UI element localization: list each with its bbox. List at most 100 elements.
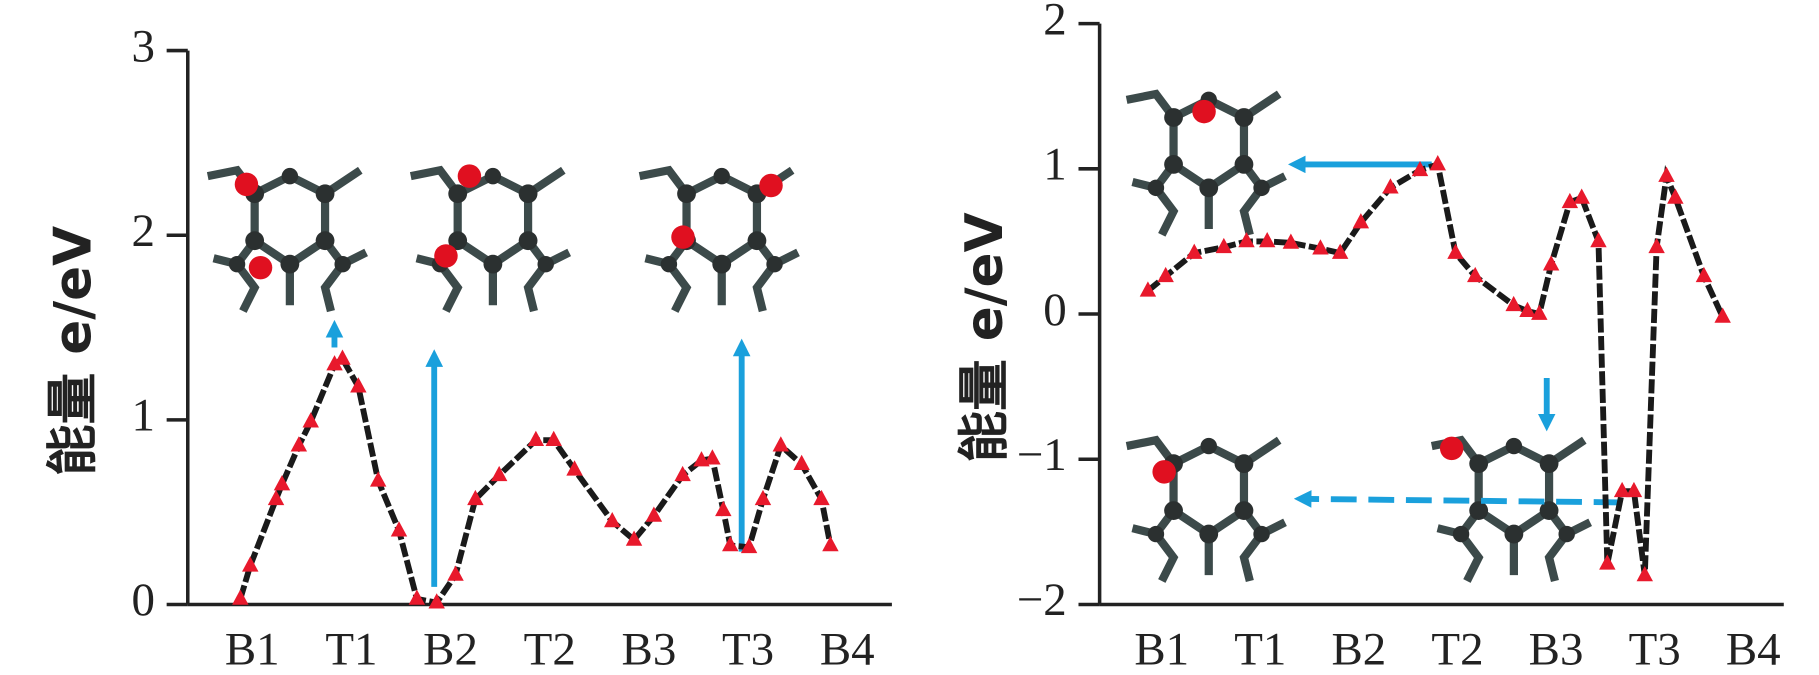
marker (232, 589, 249, 605)
x-tick-label: B2 (1332, 624, 1387, 675)
x-tick-label: B3 (622, 624, 677, 675)
marker (1542, 255, 1560, 271)
marker (490, 465, 508, 482)
marker (793, 454, 810, 471)
marker (722, 536, 739, 552)
y-tick-label: 1 (1043, 139, 1066, 191)
marker (715, 500, 732, 517)
y-tick-label: 1 (131, 390, 154, 442)
marker (1531, 304, 1548, 320)
atom (234, 172, 259, 197)
marker (566, 460, 583, 476)
marker (302, 412, 319, 428)
marker (1331, 243, 1349, 259)
y-tick-label: 2 (1043, 0, 1066, 45)
marker (1636, 566, 1654, 582)
x-tick-label: T3 (1629, 624, 1681, 675)
marker (334, 349, 351, 365)
marker (674, 465, 691, 482)
marker (1282, 233, 1300, 249)
marker (625, 530, 643, 546)
marker (527, 430, 545, 447)
arrows (325, 155, 1620, 587)
marker (1429, 155, 1446, 171)
marker (369, 471, 387, 487)
marker (1312, 239, 1329, 255)
marker (1695, 266, 1713, 283)
atom (457, 164, 482, 188)
marker (1590, 232, 1607, 248)
atom (671, 225, 695, 249)
arrow (1293, 490, 1620, 508)
marker (1447, 243, 1464, 259)
marker (1139, 281, 1157, 297)
insets (208, 92, 1590, 581)
x-tick-label: B2 (423, 624, 478, 675)
marker (467, 489, 484, 506)
x-tick-label: B1 (1134, 624, 1189, 675)
marker (813, 489, 830, 506)
marker (1186, 243, 1203, 259)
marker (645, 506, 663, 522)
y-tick-label: 2 (131, 205, 154, 257)
marker (1505, 295, 1522, 312)
marker (290, 436, 308, 452)
marker (604, 512, 621, 528)
marker (350, 377, 367, 393)
x-tick-label: B1 (225, 624, 280, 675)
x-tick-label: T2 (1431, 624, 1483, 675)
x-tick-label: T1 (325, 624, 377, 675)
y-tick-label: 0 (131, 574, 154, 626)
marker (1467, 266, 1484, 283)
marker (1258, 232, 1276, 248)
marker (1714, 307, 1731, 323)
atom (759, 173, 783, 198)
x-tick-label: B4 (820, 624, 875, 675)
y-axis-label: 能量 e/eV (955, 212, 1015, 462)
atom (1152, 460, 1176, 484)
x-tick-label: T3 (722, 624, 774, 675)
structure (208, 168, 366, 311)
y-axis-label: 能量 e/eV (43, 226, 103, 476)
marker (1573, 188, 1590, 204)
marker (408, 589, 426, 605)
marker (1658, 166, 1675, 182)
atom (434, 244, 458, 268)
marker (1215, 237, 1233, 254)
y-tick-label: −2 (1017, 574, 1067, 626)
marker (1352, 213, 1370, 229)
x-tick-label: B3 (1529, 624, 1584, 675)
marker (273, 475, 291, 491)
marker (1561, 192, 1579, 209)
marker (772, 436, 790, 452)
marker (1382, 178, 1399, 194)
marker (1238, 232, 1255, 248)
x-tick-label: T1 (1234, 624, 1286, 675)
atom (1192, 99, 1216, 124)
x-tick-label: B4 (1726, 624, 1781, 675)
atom (1439, 436, 1464, 461)
marker (390, 521, 408, 537)
y-tick-label: 0 (1043, 284, 1066, 336)
marker (822, 536, 839, 552)
marker (428, 593, 445, 609)
marker (704, 449, 721, 465)
marker (242, 556, 259, 572)
atom (248, 255, 273, 280)
marker (326, 355, 343, 371)
marker (447, 565, 464, 581)
x-tick-label: T2 (524, 624, 576, 675)
marker (267, 489, 285, 506)
marker (1625, 481, 1643, 498)
marker (754, 489, 772, 506)
marker (1519, 301, 1536, 317)
marker (1157, 266, 1174, 283)
marker (1613, 481, 1631, 498)
y-tick-label: 3 (131, 20, 154, 72)
marker (740, 537, 758, 554)
marker (1667, 188, 1684, 204)
marker (545, 430, 562, 447)
structure (411, 168, 569, 311)
marker (1648, 237, 1665, 254)
